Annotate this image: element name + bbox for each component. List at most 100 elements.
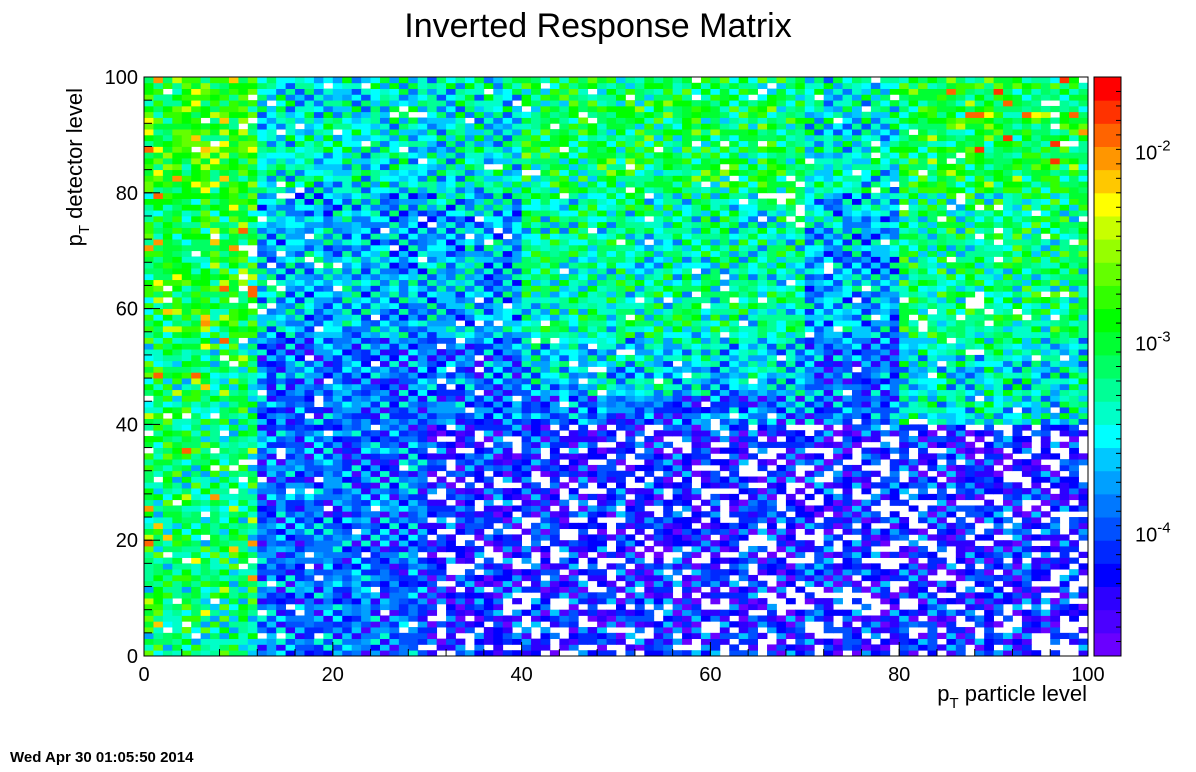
heatmap-cell [625,580,636,587]
heatmap-cell [719,493,730,501]
heatmap-cell [625,354,636,362]
heatmap-cell [1031,627,1042,634]
heatmap-cell [210,540,220,547]
heatmap-cell [483,615,494,622]
heatmap-cell [332,459,343,466]
heatmap-cell [965,522,976,530]
heatmap-cell [531,488,541,495]
heatmap-cell [1031,418,1042,425]
heatmap-cell [144,435,154,443]
heatmap-cell [710,598,721,605]
heatmap-cell [899,453,910,460]
heatmap-cell [370,372,381,379]
heatmap-cell [162,453,173,460]
heatmap-cell [191,343,202,350]
heatmap-cell [1040,325,1051,333]
heatmap-cell [889,447,900,454]
heatmap-cell [342,343,353,350]
heatmap-cell [257,615,268,622]
heatmap-cell [153,632,164,640]
heatmap-cell [625,586,636,593]
heatmap-cell [804,372,815,379]
heatmap-cell [899,499,910,506]
heatmap-cell [455,464,466,472]
heatmap-cell [493,621,504,628]
heatmap-cell [899,418,910,425]
heatmap-cell [634,343,645,350]
heatmap-cell [304,592,315,599]
heatmap-cell [408,574,419,582]
heatmap-cell [370,563,381,570]
heatmap-cell [1040,609,1051,616]
heatmap-cell [663,598,674,605]
heatmap-cell [738,586,749,593]
heatmap-cell [710,638,721,645]
heatmap-cell [285,644,296,651]
heatmap-cell [1040,511,1051,518]
heatmap-cell [785,395,796,402]
heatmap-cell [370,464,381,472]
heatmap-cell [625,343,636,350]
heatmap-cell [672,650,683,657]
heatmap-cell [144,343,154,350]
heatmap-cell [861,540,872,547]
heatmap-cell [351,598,362,605]
heatmap-cell [965,401,976,408]
heatmap-cell [549,580,560,587]
heatmap-cell [965,325,976,333]
heatmap-cell [625,366,636,373]
heatmap-cell [663,505,674,512]
heatmap-cell [266,435,277,443]
heatmap-cell [238,650,249,657]
heatmap-cell [361,505,371,512]
heatmap-cell [276,528,286,535]
heatmap-cell [719,395,730,402]
heatmap-cell [257,383,268,391]
heatmap-cell [984,430,994,437]
heatmap-cell [172,470,183,477]
heatmap-cell [597,412,607,420]
heatmap-cell [172,592,183,599]
heatmap-cell [370,401,381,408]
heatmap-cell [191,366,202,373]
heatmap-cell [757,621,768,628]
heatmap-cell [785,435,796,443]
heatmap-cell [1069,354,1079,362]
heatmap-cell [446,430,456,437]
heatmap-cell [464,360,475,367]
heatmap-cell [965,488,976,495]
heatmap-cell [531,343,541,350]
heatmap-cell [427,418,438,425]
heatmap-cell [1012,563,1023,570]
heatmap-cell [427,354,438,362]
heatmap-cell [1059,499,1070,506]
heatmap-cell [767,627,777,634]
heatmap-cell [880,378,891,385]
heatmap-cell [1021,493,1032,501]
heatmap-cell [974,430,985,437]
heatmap-cell [663,650,674,657]
heatmap-cell [266,638,277,645]
heatmap-cell [228,528,239,535]
heatmap-cell [842,540,853,547]
heatmap-cell [616,366,626,373]
heatmap-cell [370,638,381,645]
heatmap-cell [965,574,976,582]
heatmap-cell [833,430,843,437]
heatmap-cell [238,580,249,587]
heatmap-cell [257,650,268,657]
heatmap-cell [474,650,485,657]
heatmap-cell [644,395,655,402]
heatmap-cell [540,459,551,466]
heatmap-cell [1031,545,1042,553]
heatmap-cell [974,372,985,379]
heatmap-cell [889,372,900,379]
heatmap-cell [918,435,928,443]
heatmap-cell [210,331,220,338]
heatmap-cell [1003,349,1013,356]
heatmap-cell [549,470,560,477]
heatmap-cell [946,627,957,634]
heatmap-cell [512,488,522,495]
heatmap-cell [483,534,494,541]
heatmap-cell [682,609,692,616]
